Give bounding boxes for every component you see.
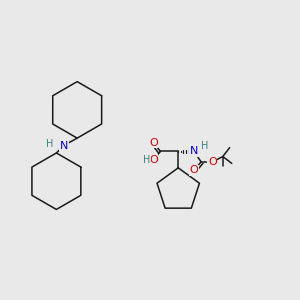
Text: O: O [190, 165, 198, 175]
Text: O: O [149, 138, 158, 148]
Text: H: H [201, 140, 209, 151]
Text: N: N [190, 146, 198, 157]
Text: O: O [208, 157, 217, 167]
Text: H: H [46, 139, 53, 149]
Text: N: N [60, 140, 68, 151]
Text: H: H [143, 154, 150, 164]
Text: O: O [149, 154, 158, 164]
